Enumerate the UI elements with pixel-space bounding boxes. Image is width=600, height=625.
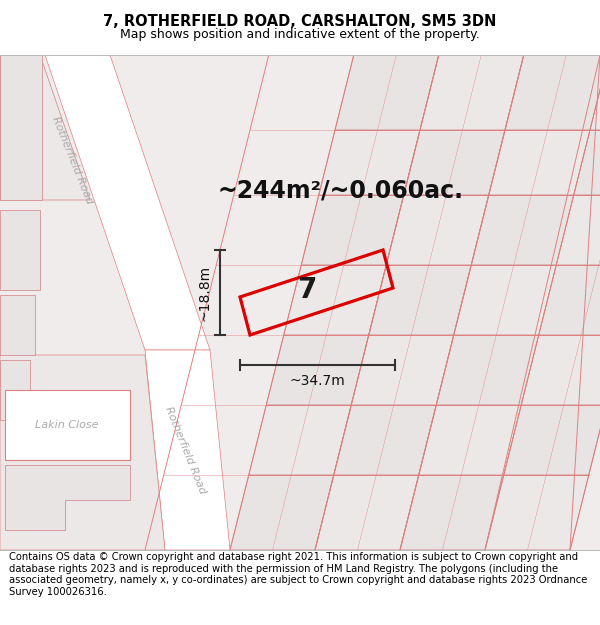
- Text: ~34.7m: ~34.7m: [290, 374, 346, 388]
- Polygon shape: [351, 335, 454, 405]
- Polygon shape: [45, 55, 210, 350]
- Polygon shape: [230, 475, 334, 550]
- Polygon shape: [249, 405, 351, 475]
- Polygon shape: [504, 405, 600, 475]
- Polygon shape: [145, 350, 230, 550]
- Polygon shape: [369, 265, 471, 335]
- Polygon shape: [266, 335, 369, 405]
- Polygon shape: [420, 55, 524, 130]
- Polygon shape: [5, 390, 130, 460]
- Polygon shape: [319, 130, 420, 195]
- Polygon shape: [335, 55, 439, 130]
- Polygon shape: [315, 475, 419, 550]
- Polygon shape: [0, 355, 165, 550]
- Text: ~244m²/~0.060ac.: ~244m²/~0.060ac.: [217, 178, 463, 202]
- Polygon shape: [556, 195, 600, 265]
- Polygon shape: [454, 265, 556, 335]
- Polygon shape: [471, 195, 574, 265]
- Polygon shape: [0, 55, 90, 200]
- Polygon shape: [485, 475, 589, 550]
- Polygon shape: [539, 265, 600, 335]
- Polygon shape: [521, 335, 600, 405]
- Polygon shape: [590, 55, 600, 130]
- Polygon shape: [404, 130, 505, 195]
- Text: 7: 7: [297, 276, 316, 304]
- Polygon shape: [0, 360, 30, 420]
- Polygon shape: [0, 55, 600, 550]
- Polygon shape: [5, 465, 130, 530]
- Polygon shape: [419, 405, 521, 475]
- Text: 7, ROTHERFIELD ROAD, CARSHALTON, SM5 3DN: 7, ROTHERFIELD ROAD, CARSHALTON, SM5 3DN: [103, 14, 497, 29]
- Polygon shape: [574, 130, 600, 195]
- Polygon shape: [0, 295, 35, 355]
- Polygon shape: [386, 195, 489, 265]
- Polygon shape: [301, 195, 404, 265]
- Polygon shape: [0, 55, 42, 200]
- Text: Contains OS data © Crown copyright and database right 2021. This information is : Contains OS data © Crown copyright and d…: [9, 552, 587, 597]
- Polygon shape: [284, 265, 386, 335]
- Text: Rotherfield Road: Rotherfield Road: [163, 405, 207, 495]
- Polygon shape: [489, 130, 590, 195]
- Text: Map shows position and indicative extent of the property.: Map shows position and indicative extent…: [120, 28, 480, 41]
- Polygon shape: [436, 335, 539, 405]
- Polygon shape: [505, 55, 600, 130]
- Text: Rotherfield Road: Rotherfield Road: [50, 115, 94, 205]
- Polygon shape: [334, 405, 436, 475]
- Polygon shape: [400, 475, 504, 550]
- Text: ~18.8m: ~18.8m: [197, 264, 211, 321]
- Text: Lakin Close: Lakin Close: [35, 420, 99, 430]
- Polygon shape: [0, 210, 40, 290]
